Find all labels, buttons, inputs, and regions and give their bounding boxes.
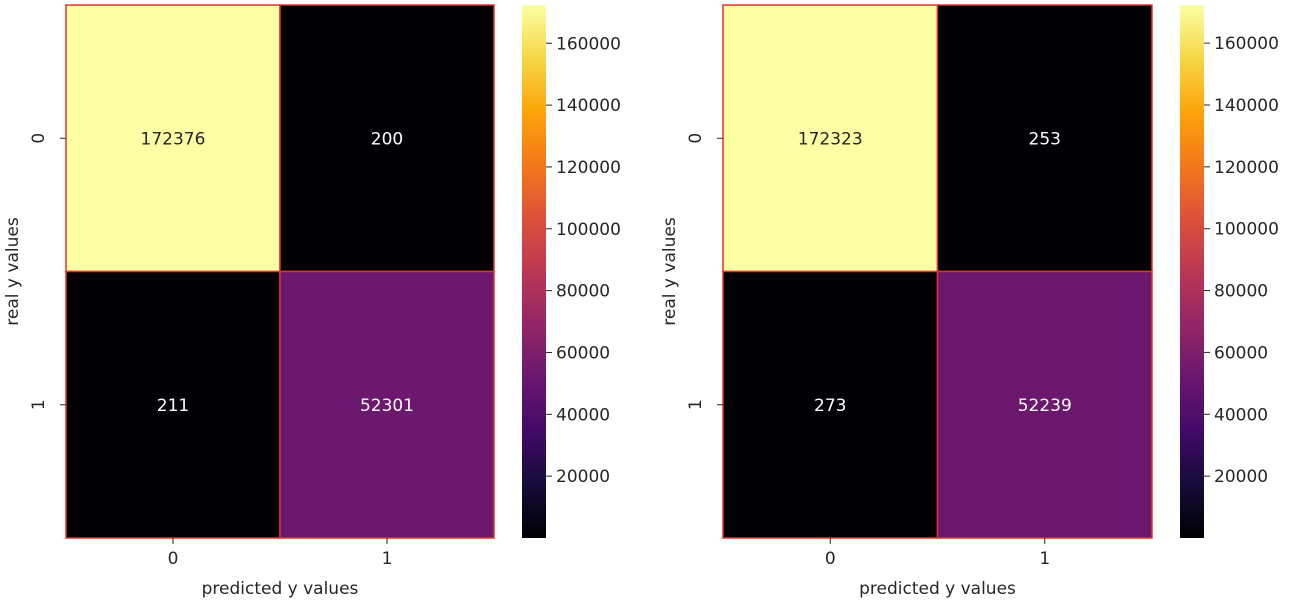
cell-annotation-r1-c0: 273 (814, 396, 846, 416)
heatmap-cell-r1-c1 (279, 270, 495, 539)
x-axis-label: predicted y values (859, 579, 1016, 599)
colorbar-tick-label: 100000 (1214, 220, 1279, 240)
x-tick-label: 0 (825, 549, 836, 569)
colorbar-tick-label: 160000 (1214, 34, 1279, 54)
colorbar-tick-label: 140000 (556, 96, 621, 116)
colorbar-tick-label: 80000 (556, 282, 610, 302)
y-tick-label: 1 (686, 399, 706, 410)
colorbar-tick-label: 120000 (1214, 158, 1279, 178)
cell-annotation-r1-c1: 52239 (1018, 396, 1072, 416)
cell-annotation-r0-c1: 253 (1029, 129, 1061, 149)
colorbar-tick-label: 120000 (556, 158, 621, 178)
colorbar: 20000 40000 60000 80000 100000 120000 140000 16… (522, 5, 621, 538)
cell-annotation-r0-c1: 200 (371, 129, 403, 149)
heatmap-panel-1: 172376 200 211 52301 0 1 0 1 predicted y values r… (3, 4, 621, 599)
colorbar-gradient (1180, 5, 1204, 538)
cell-annotation-r0-c0: 172323 (798, 129, 863, 149)
colorbar-tick-label: 60000 (1214, 343, 1268, 363)
cell-annotation-r1-c1: 52301 (360, 396, 414, 416)
heatmap-cell-r1-c0 (65, 270, 281, 539)
x-tick-label: 1 (382, 549, 393, 569)
colorbar-tick-label: 80000 (1214, 282, 1268, 302)
colorbar-tick-label: 60000 (556, 343, 610, 363)
colorbar-tick-label: 20000 (556, 467, 610, 487)
heatmap-panel-2: 172323 253 273 52239 0 1 0 1 predicted y values r… (660, 4, 1279, 599)
colorbar-tick-label: 160000 (556, 34, 621, 54)
colorbar-gradient (522, 5, 546, 538)
cell-annotation-r1-c0: 211 (157, 396, 189, 416)
colorbar-tick-label: 40000 (1214, 405, 1268, 425)
heatmap-cell-r1-c0 (722, 270, 939, 539)
x-axis-label: predicted y values (202, 579, 359, 599)
y-axis-label: real y values (660, 217, 680, 326)
colorbar-tick-label: 40000 (556, 405, 610, 425)
y-tick-label: 1 (29, 399, 49, 410)
cell-annotation-r0-c0: 172376 (141, 129, 206, 149)
colorbar-tick-label: 20000 (1214, 467, 1268, 487)
y-tick-label: 0 (29, 133, 49, 144)
heatmap-cell-r0-c1 (279, 4, 495, 273)
colorbar-tick-label: 140000 (1214, 96, 1279, 116)
heatmap-cell-r1-c1 (936, 270, 1153, 539)
heatmap-cell-r0-c0 (65, 4, 281, 273)
y-axis-label: real y values (3, 217, 23, 326)
colorbar-tick-label: 100000 (556, 220, 621, 240)
colorbar: 20000 40000 60000 80000 100000 120000 140000 16… (1180, 5, 1279, 538)
heatmap-cell-r0-c0 (722, 4, 939, 273)
y-tick-label: 0 (686, 133, 706, 144)
x-tick-label: 1 (1039, 549, 1050, 569)
x-tick-label: 0 (168, 549, 179, 569)
